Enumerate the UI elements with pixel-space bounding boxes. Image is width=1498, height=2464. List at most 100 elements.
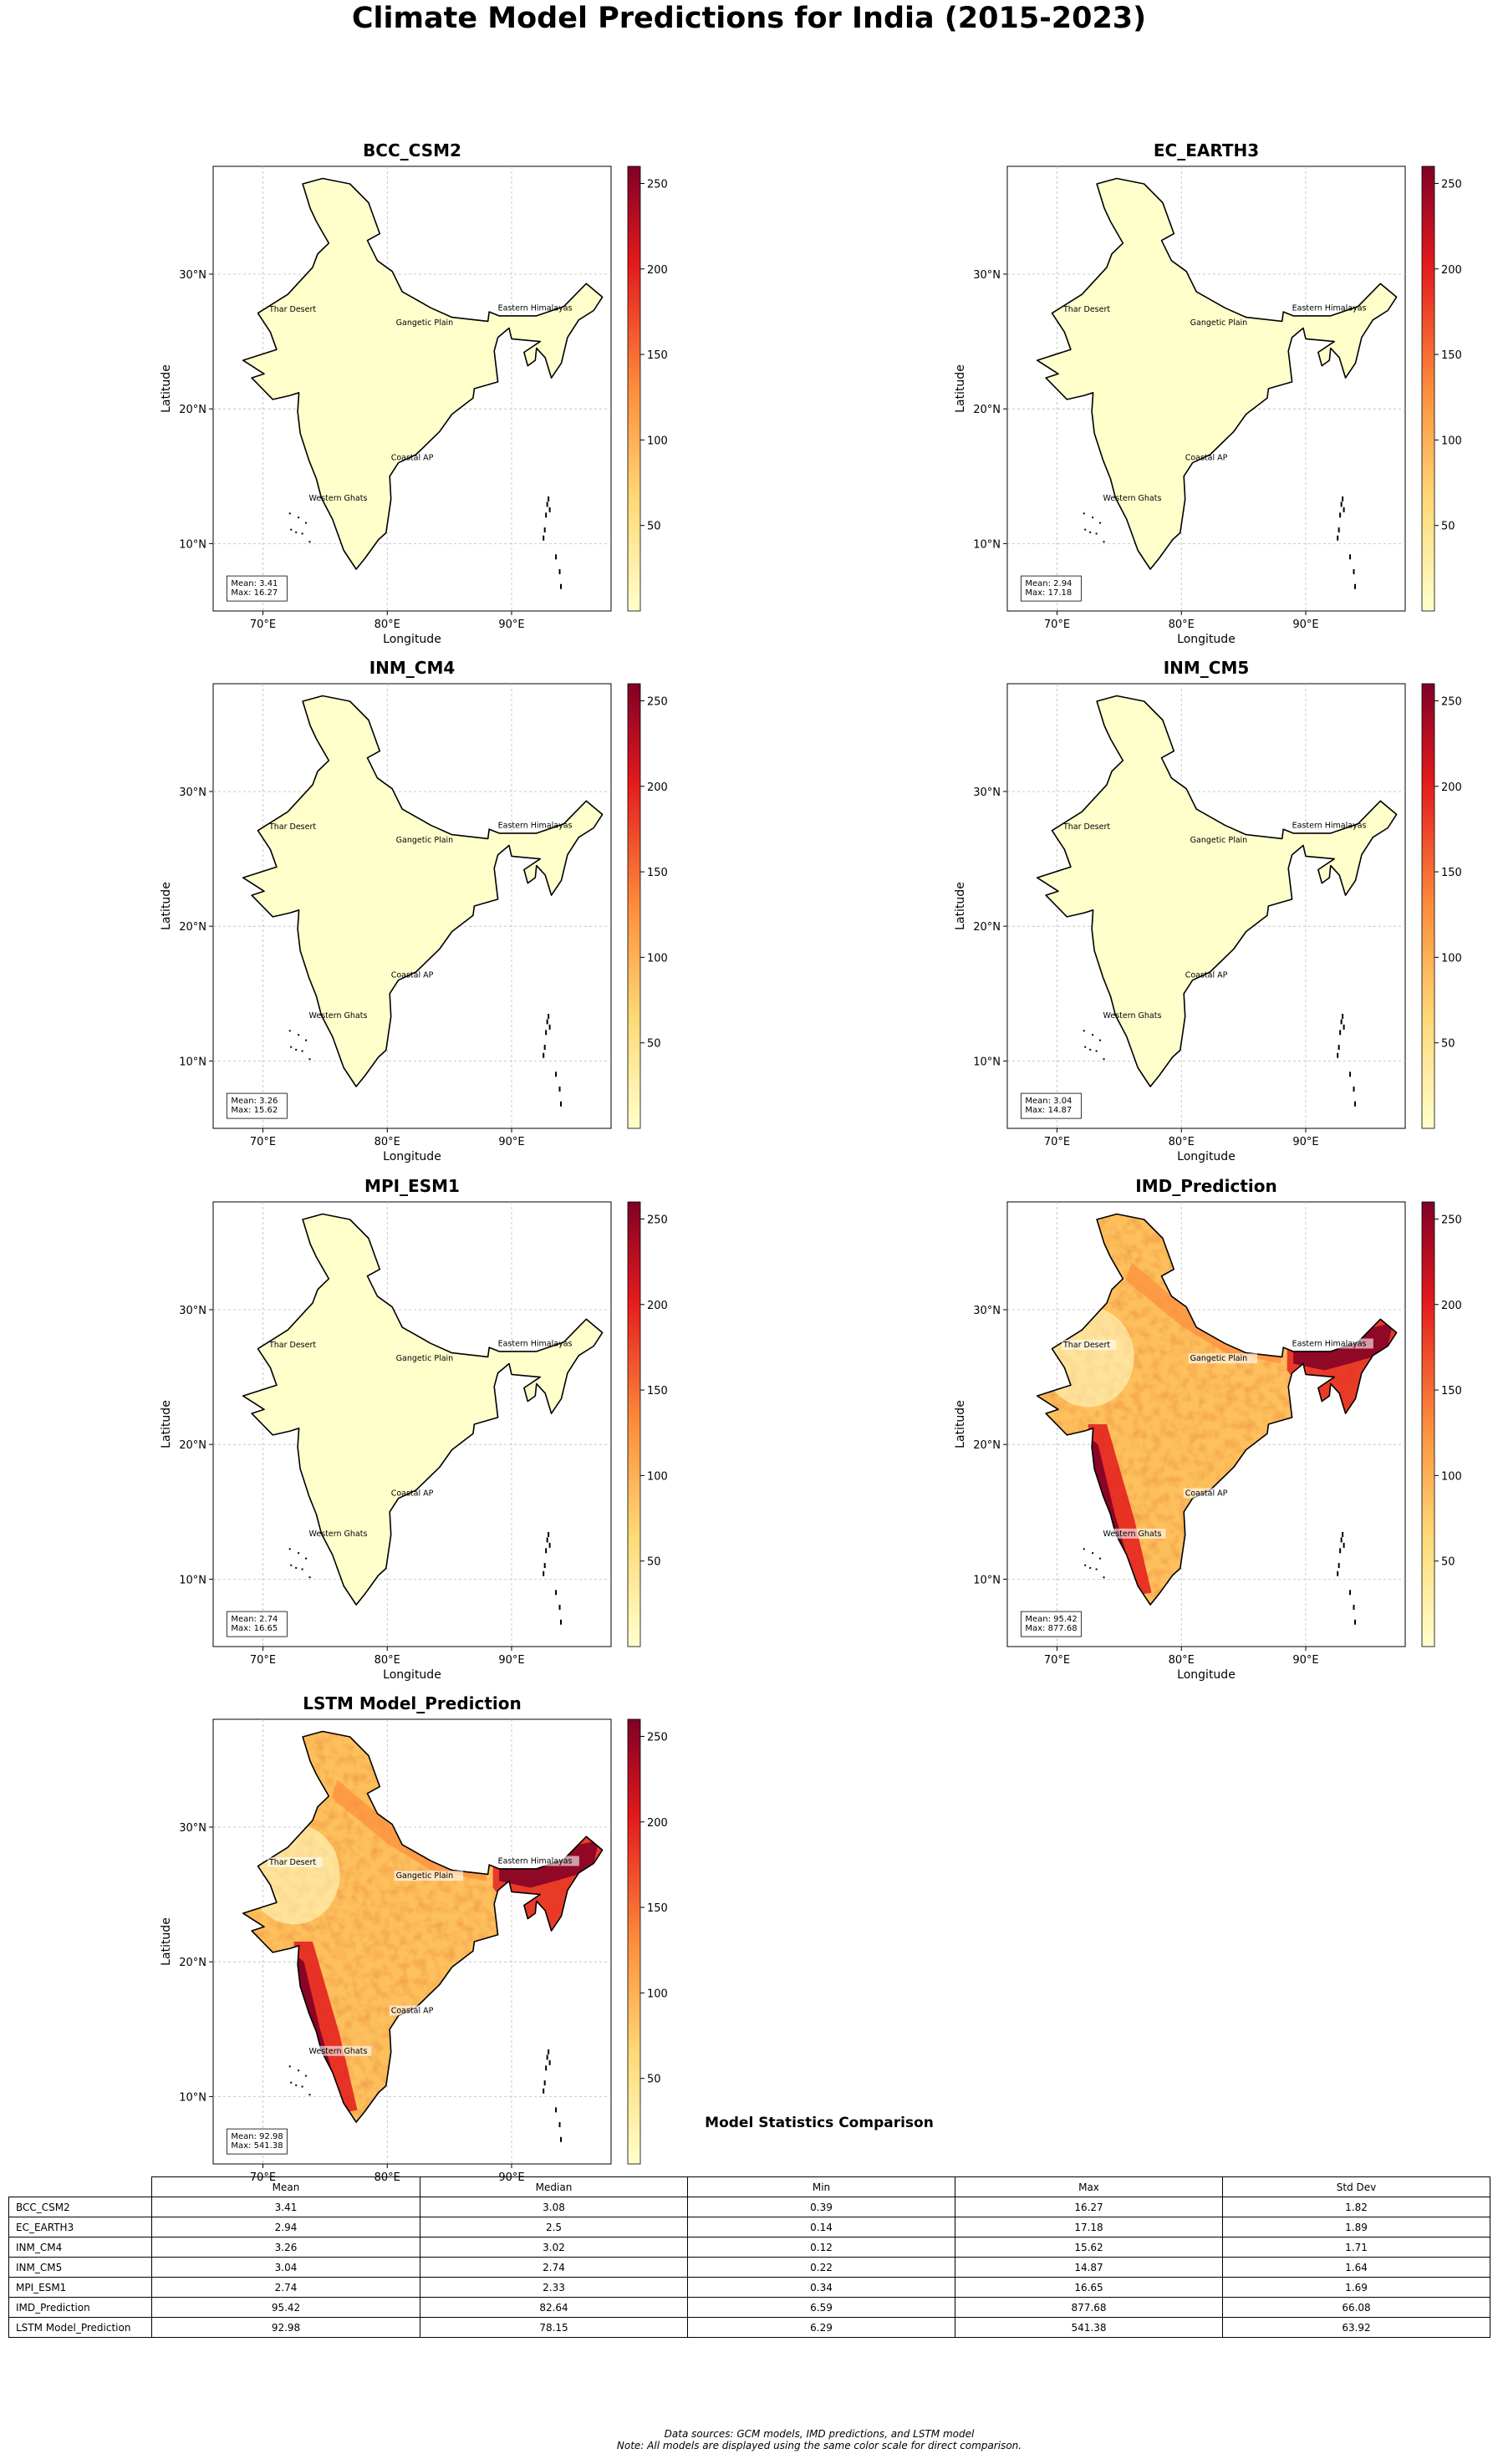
colorbar-tick-label: 150 xyxy=(1441,867,1462,879)
india-outline xyxy=(1036,695,1398,1087)
colorbar-tick-label: 200 xyxy=(1441,264,1462,277)
x-axis-label: Longitude xyxy=(1177,1668,1236,1682)
table-cell: 3.02 xyxy=(420,2237,688,2258)
island-mark xyxy=(290,2081,293,2084)
x-tick-label: 70°E xyxy=(1044,1654,1070,1667)
western-ghats-core xyxy=(1089,1438,1132,1573)
colorbar-tick-label: 50 xyxy=(1441,1556,1455,1569)
island-mark xyxy=(546,1019,548,1025)
island-mark xyxy=(295,1566,298,1569)
colorbar-tick-label: 50 xyxy=(1441,521,1455,533)
table-corner xyxy=(9,2177,152,2197)
island-mark xyxy=(1337,1571,1339,1576)
colorbar-tick-label: 250 xyxy=(1441,178,1462,191)
island-mark xyxy=(1337,1052,1339,1058)
table-col-header: Std Dev xyxy=(1222,2176,1490,2197)
table-cell: 3.08 xyxy=(420,2197,688,2217)
island-mark xyxy=(560,1619,563,1625)
region-label: Thar Desert xyxy=(268,1858,316,1867)
statistics-table: Mean Median Min Max Std Dev BCC_CSM2 3.41… xyxy=(8,2176,1490,2338)
x-tick-label: 70°E xyxy=(250,619,276,631)
region-label: Western Ghats xyxy=(309,1530,368,1539)
table-col-header: Max xyxy=(955,2176,1223,2197)
island-mark xyxy=(1349,554,1352,560)
india-landmass xyxy=(1037,695,1397,1087)
figure-footer: Data sources: GCM models, IMD prediction… xyxy=(0,2428,1498,2451)
region-label: Eastern Himalayas xyxy=(1292,1339,1367,1348)
region-label: Eastern Himalayas xyxy=(1292,821,1367,830)
stats-text: Mean: 3.26 xyxy=(231,1097,278,1106)
island-mark xyxy=(1340,1537,1343,1543)
map-panel: INM_CM5 Thar Desert Gangetic Plain Eastern … xyxy=(954,658,1462,1163)
island-mark xyxy=(1338,527,1340,533)
region-label: Thar Desert xyxy=(268,822,316,832)
table-cell: 66.08 xyxy=(1222,2297,1490,2318)
y-axis-label: Latitude xyxy=(954,1400,967,1448)
india-outline xyxy=(242,1213,604,1606)
map-panel: BCC_CSM2 Thar Desert Gangetic Plain Eastern… xyxy=(160,140,668,646)
island-mark xyxy=(305,2075,308,2077)
india-landmass xyxy=(242,1214,603,1605)
island-mark xyxy=(1089,1566,1092,1569)
western-ghats-band xyxy=(293,1942,358,2113)
y-tick-label: 20°N xyxy=(179,1957,206,1969)
table-cell: 6.59 xyxy=(687,2297,955,2318)
colorbar xyxy=(1421,1201,1435,1647)
table-row-label: INM_CM5 xyxy=(8,2257,152,2278)
region-label: Gangetic Plain xyxy=(396,1871,454,1881)
x-tick-label: 90°E xyxy=(498,619,524,631)
island-mark xyxy=(308,1058,311,1061)
colorbar-tick-label: 150 xyxy=(647,1385,668,1397)
y-tick-label: 20°N xyxy=(973,404,1001,416)
colorbar xyxy=(627,1201,641,1647)
table-cell: 3.04 xyxy=(151,2257,420,2278)
y-axis-label: Latitude xyxy=(160,1400,173,1448)
colorbar-tick-label: 150 xyxy=(647,1902,668,1915)
island-mark xyxy=(1084,1046,1087,1048)
table-row: LSTM Model_Prediction 92.98 78.15 6.29 541.3… xyxy=(8,2317,1490,2338)
table-cell: 877.68 xyxy=(955,2297,1223,2318)
island-mark xyxy=(560,2136,563,2142)
island-mark xyxy=(548,2059,551,2065)
stats-text: Mean: 3.41 xyxy=(231,579,278,588)
island-mark xyxy=(1353,569,1355,575)
colorbar xyxy=(627,683,641,1129)
region-label: Coastal AP xyxy=(1185,1489,1228,1498)
region-label: Thar Desert xyxy=(1062,822,1110,832)
island-mark xyxy=(1342,1531,1344,1537)
island-mark xyxy=(1354,583,1357,589)
y-axis-label: Latitude xyxy=(160,882,173,930)
region-label: Coastal AP xyxy=(391,970,434,980)
x-tick-label: 70°E xyxy=(250,1654,276,1667)
region-label-bg xyxy=(496,1856,579,1866)
island-mark xyxy=(1103,541,1105,543)
y-axis-label: Latitude xyxy=(954,882,967,930)
table-row-label: LSTM Model_Prediction xyxy=(8,2317,152,2338)
island-mark xyxy=(288,1548,291,1550)
stats-box xyxy=(226,2128,288,2155)
region-label: Gangetic Plain xyxy=(396,836,454,845)
island-mark xyxy=(1092,1552,1094,1555)
region-label: Eastern Himalayas xyxy=(498,821,573,830)
colorbar-tick-label: 200 xyxy=(647,1817,668,1830)
island-mark xyxy=(298,1034,300,1036)
table-cell: 0.39 xyxy=(687,2197,955,2217)
map-panel: INM_CM4 Thar Desert Gangetic Plain Eastern … xyxy=(160,658,668,1163)
island-mark xyxy=(1095,1568,1098,1571)
colorbar-tick-label: 100 xyxy=(1441,435,1462,447)
table-cell: 17.18 xyxy=(955,2217,1223,2237)
region-label: Western Ghats xyxy=(1103,1530,1162,1539)
region-label-bg xyxy=(394,1871,464,1881)
y-axis-label: Latitude xyxy=(954,364,967,413)
stats-text: Max: 14.87 xyxy=(1025,1106,1072,1115)
island-mark xyxy=(543,1052,545,1058)
island-mark xyxy=(1349,1072,1352,1077)
island-mark xyxy=(305,1039,308,1041)
x-axis-label: Longitude xyxy=(383,1668,441,1682)
table-cell: 95.42 xyxy=(151,2297,420,2318)
island-mark xyxy=(288,2065,291,2068)
india-landmass xyxy=(242,695,603,1087)
stats-text: Mean: 92.98 xyxy=(231,2132,283,2141)
colorbar-tick-label: 250 xyxy=(1441,695,1462,708)
island-mark xyxy=(543,535,545,541)
